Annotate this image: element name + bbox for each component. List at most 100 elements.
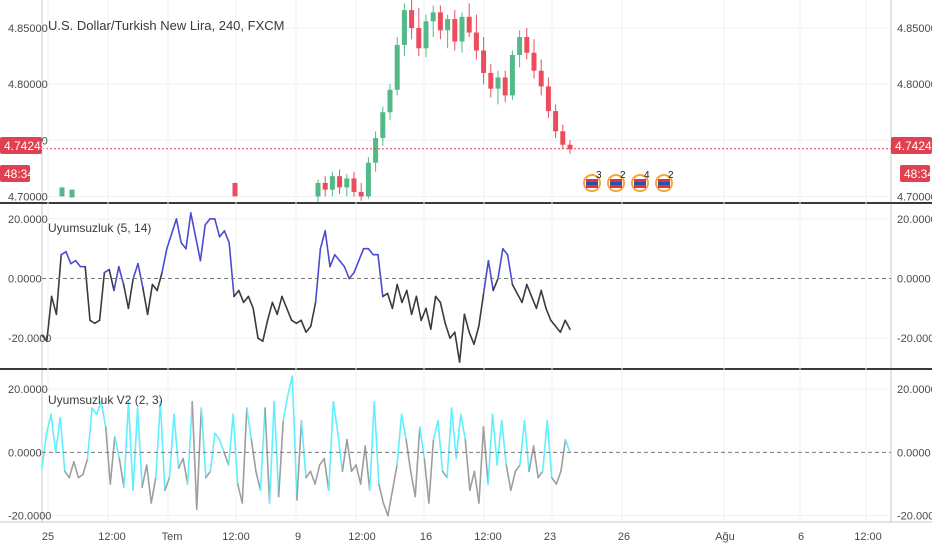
indicator-segment bbox=[453, 331, 461, 363]
indicator-segment bbox=[250, 438, 257, 473]
indicator-segment bbox=[523, 419, 530, 473]
candle-body bbox=[502, 77, 508, 96]
indicator-segment bbox=[41, 334, 48, 342]
candle-body bbox=[394, 44, 400, 90]
indicator-segment bbox=[103, 268, 110, 274]
indicator-segment bbox=[185, 212, 192, 250]
indicator-segment bbox=[118, 265, 125, 286]
indicator-segment bbox=[368, 400, 376, 492]
price-tick-label-left: 4.70000 bbox=[8, 191, 48, 203]
indicator-segment bbox=[367, 247, 375, 256]
indicator-segment bbox=[378, 483, 385, 504]
candle-body bbox=[437, 12, 443, 31]
indicator-segment bbox=[425, 307, 432, 331]
indicator-segment bbox=[186, 400, 194, 485]
indicator-segment bbox=[459, 413, 467, 441]
indicator-segment bbox=[227, 413, 234, 466]
time-tick-label: 16 bbox=[420, 531, 432, 543]
indicator-segment bbox=[329, 253, 336, 268]
price-tick-label-right: 4.70000 bbox=[897, 191, 932, 203]
indicator-segment bbox=[175, 218, 182, 244]
indicator-segment bbox=[432, 419, 439, 441]
price-tick-label-right: 4.85000 bbox=[897, 23, 932, 35]
candle-body bbox=[69, 189, 75, 198]
indicator-segment bbox=[268, 400, 275, 504]
indicator-segment bbox=[271, 301, 279, 316]
indicator-segment bbox=[305, 470, 312, 479]
indicator-segment bbox=[95, 400, 102, 416]
indicator-segment bbox=[82, 457, 89, 476]
indicator-segment bbox=[276, 295, 283, 316]
indicator-segment bbox=[405, 289, 413, 316]
indicator-segment bbox=[473, 325, 480, 345]
countdown-badge-left: 48:34 bbox=[0, 165, 34, 182]
indicator-segment bbox=[535, 289, 543, 310]
indicator-segment bbox=[177, 457, 184, 469]
candle-body bbox=[524, 37, 530, 53]
indicator-segment bbox=[500, 419, 508, 466]
candle-body bbox=[509, 54, 515, 96]
indicator-segment bbox=[114, 435, 121, 460]
grid-lines bbox=[42, 0, 891, 522]
indicator-segment bbox=[182, 457, 189, 485]
indicator-segment bbox=[364, 445, 371, 492]
event-count-label: 4 bbox=[644, 170, 650, 181]
indicator-segment bbox=[228, 241, 235, 298]
indicator-segment bbox=[396, 413, 403, 466]
indicator2-axis-ticks: 20.0000 20.0000 0.0000 0.0000 -20.0000 -20.00… bbox=[8, 384, 932, 523]
indicator-segment bbox=[91, 407, 98, 416]
indicator-segment bbox=[84, 265, 91, 322]
indicator-segment bbox=[50, 413, 57, 454]
indicator-segment bbox=[501, 247, 509, 256]
indicator-segment bbox=[514, 464, 521, 473]
indicator-segment bbox=[132, 262, 139, 280]
indicator-segment bbox=[241, 407, 248, 504]
candle-body bbox=[466, 16, 472, 33]
indicator-segment bbox=[255, 470, 262, 492]
indicator-segment bbox=[446, 407, 453, 479]
time-tick-label: 6 bbox=[798, 531, 804, 543]
time-tick-label: Ağu bbox=[715, 531, 735, 543]
time-tick-label: 12:00 bbox=[348, 531, 376, 543]
indicator1-axis-ticks: 20.0000 20.0000 0.0000 0.0000 -20.0000 -20.00… bbox=[8, 214, 932, 345]
candle-body bbox=[59, 187, 65, 197]
indicator-segment bbox=[180, 241, 187, 250]
indicator-segment bbox=[200, 407, 207, 479]
indicator-segment bbox=[109, 435, 116, 485]
indicator-segment bbox=[252, 307, 259, 339]
indicator2-series bbox=[41, 375, 571, 517]
indicator-segment bbox=[285, 307, 293, 322]
indicator-tick-label-left: 0.0000 bbox=[8, 447, 42, 459]
indicator-segment bbox=[487, 259, 495, 292]
indicator-segment bbox=[550, 476, 558, 485]
candle-body bbox=[387, 89, 393, 113]
economic-events[interactable]: 3 2 4 2 bbox=[583, 170, 674, 192]
time-tick-label: 25 bbox=[42, 531, 54, 543]
indicator-segment bbox=[505, 464, 512, 492]
indicator-segment bbox=[377, 253, 384, 298]
indicator-segment bbox=[296, 419, 303, 501]
indicator-segment bbox=[391, 464, 398, 492]
indicator-segment bbox=[491, 413, 498, 466]
event-flag-icon bbox=[586, 179, 598, 182]
indicator-segment bbox=[532, 445, 539, 479]
candle-body bbox=[517, 37, 523, 55]
indicator-segment bbox=[437, 419, 444, 473]
indicator-segment bbox=[70, 259, 77, 265]
indicator-segment bbox=[98, 271, 106, 322]
indicator-segment bbox=[458, 313, 466, 363]
indicator-segment bbox=[300, 419, 307, 479]
indicator-segment bbox=[309, 301, 317, 328]
indicator-segment bbox=[142, 286, 149, 316]
indicator-segment bbox=[145, 464, 153, 504]
event-flag-icon bbox=[658, 185, 670, 188]
indicator-segment bbox=[528, 445, 535, 473]
indicator-tick-label-right: 20.0000 bbox=[897, 214, 932, 226]
indicator-segment bbox=[246, 407, 253, 441]
indicator-segment bbox=[319, 230, 327, 250]
price-tick-label-right: 4.80000 bbox=[897, 79, 932, 91]
indicator-segment bbox=[123, 400, 130, 488]
indicator-segment bbox=[191, 400, 198, 511]
indicator-segment bbox=[410, 295, 418, 316]
